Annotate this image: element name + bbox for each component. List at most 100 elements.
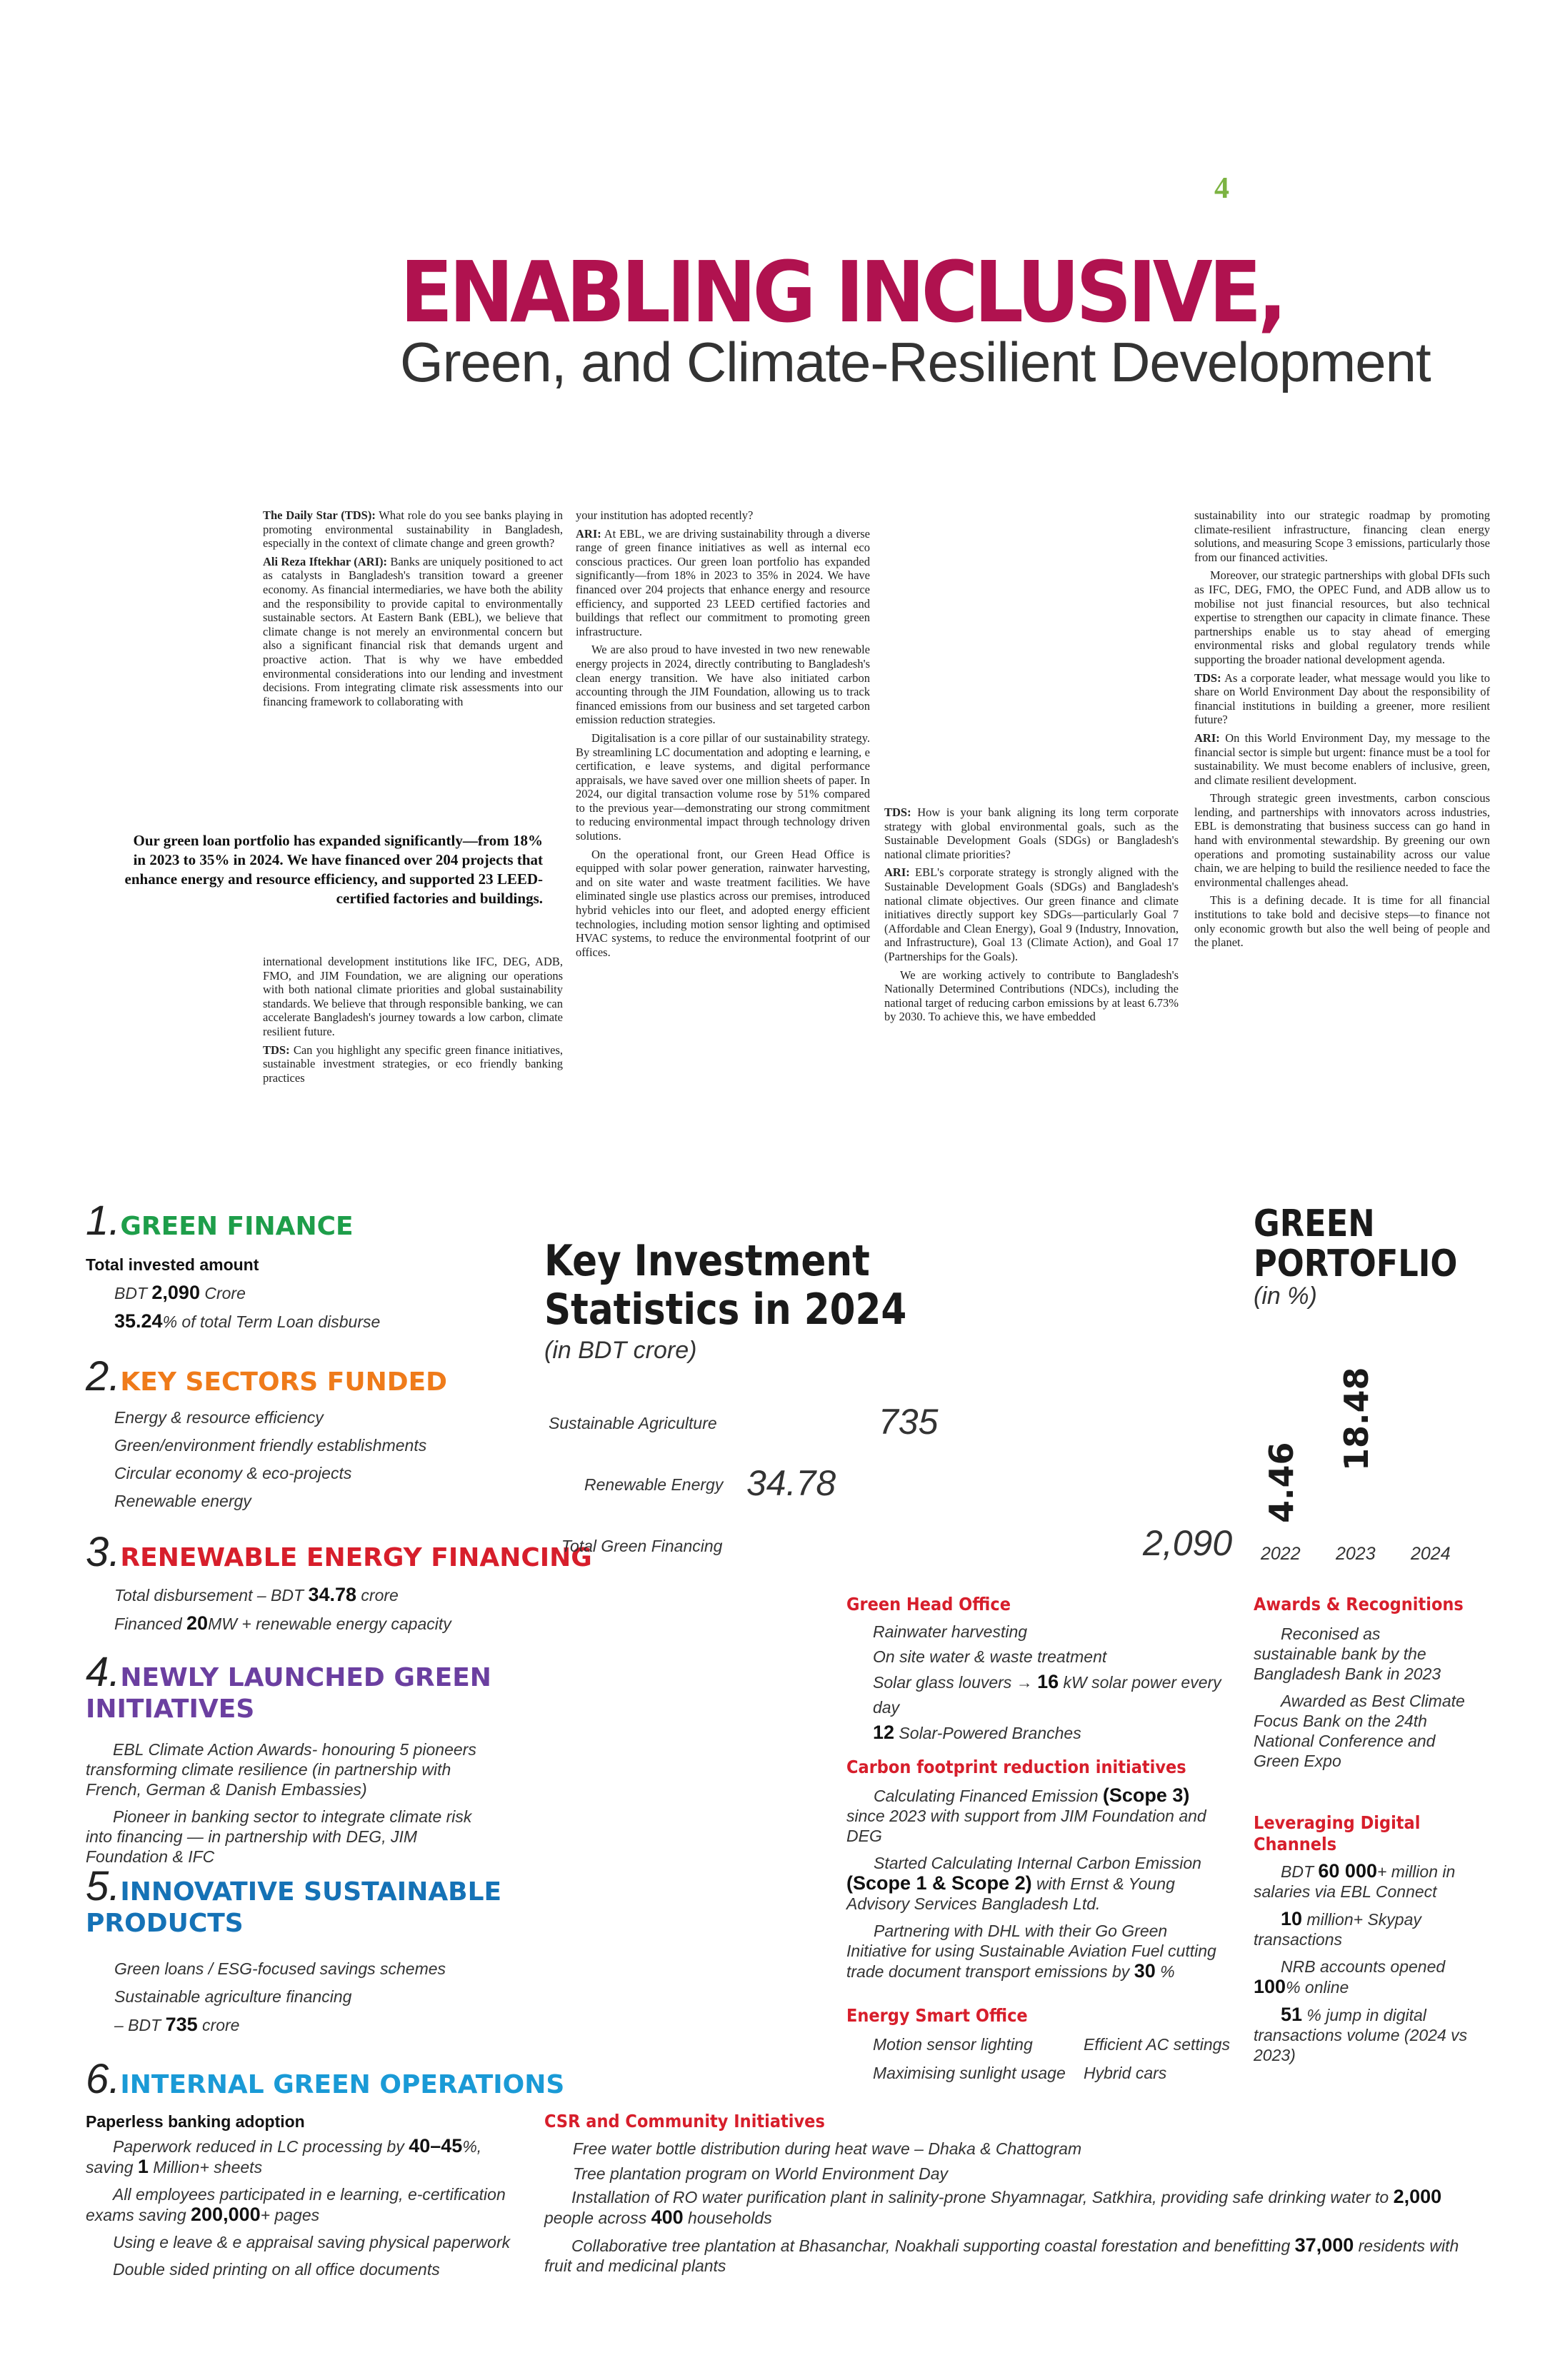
digital-heading: Leveraging Digital Channels: [1254, 1812, 1421, 1854]
awards-heading: Awards & Recognitions: [1254, 1594, 1464, 1615]
list-item: Pioneer in banking sector to integrate c…: [86, 1807, 472, 1866]
pull-quote: Our green loan portfolio has expanded si…: [124, 832, 543, 907]
interview-column-4: sustainability into our strategic roadma…: [1194, 508, 1490, 954]
chart-tick-label: 2023: [1336, 1544, 1376, 1564]
interview-paragraph: ARI: On this World Environment Day, my m…: [1194, 731, 1490, 787]
interview-paragraph: TDS: Can you highlight any specific gree…: [263, 1043, 563, 1085]
page-subtitle: Green, and Climate-Resilient Development: [400, 331, 1431, 393]
awards-body: Reconised as sustainable bank by the Ban…: [1254, 1624, 1468, 1778]
list-item: Renewable energy: [114, 1492, 251, 1510]
interview-column-1: The Daily Star (TDS): What role do you s…: [263, 508, 563, 713]
section-number: 6.: [86, 2056, 121, 2102]
section-internal-ops-heading: 6.INTERNAL GREEN OPERATIONS: [86, 2059, 565, 2101]
interview-paragraph: The Daily Star (TDS): What role do you s…: [263, 508, 563, 551]
list-item: 10 million+ Skypay transactions: [1254, 1908, 1421, 1949]
interview-paragraph: Digitalisation is a core pillar of our s…: [576, 731, 870, 843]
key-stats-subtitle: (in BDT crore): [544, 1337, 697, 1364]
interview-paragraph: On the operational front, our Green Head…: [576, 848, 870, 960]
page-number: 4: [1214, 172, 1229, 205]
list-item: 35.24% of total Term Loan disburse: [114, 1310, 381, 1332]
paragraph-text: EBL's corporate strategy is strongly ali…: [884, 865, 1179, 963]
chart-title: GREEN PORTOFLIO: [1254, 1202, 1458, 1285]
section-new-initiatives-heading: 4.NEWLY LAUNCHED GREEN INITIATIVES: [86, 1652, 491, 1725]
paragraph-text: Digitalisation is a core pillar of our s…: [576, 730, 870, 843]
paragraph-text: This is a defining decade. It is time fo…: [1194, 893, 1490, 950]
list-item: Calculating Financed Emission (Scope 3) …: [846, 1784, 1206, 1845]
page-title: ENABLING INCLUSIVE,: [400, 243, 1287, 341]
section-renewable-body: Total disbursement – BDT 34.78 crore Fin…: [86, 1581, 514, 1638]
list-item: Green loans / ESG-focused savings scheme…: [114, 1959, 446, 1978]
list-item: 12 Solar-Powered Branches: [873, 1722, 1081, 1743]
list-item: Sustainable agriculture financing: [114, 1987, 352, 2006]
list-item: 51 % jump in digital transactions volume…: [1254, 2004, 1468, 2064]
interview-paragraph: international development institutions l…: [263, 955, 563, 1039]
speaker-label: TDS:: [1194, 671, 1221, 685]
green-head-office-heading: Green Head Office: [846, 1594, 1011, 1615]
section-renewable-heading: 3.RENEWABLE ENERGY FINANCING: [86, 1532, 592, 1574]
interview-paragraph: Moreover, our strategic partnerships wit…: [1194, 568, 1490, 666]
digital-body: BDT 60 000+ million in salaries via EBL …: [1254, 1861, 1468, 2072]
section-number: 2.: [86, 1353, 121, 1400]
list-item: All employees participated in e learning…: [86, 2185, 506, 2225]
paragraph-text: At EBL, we are driving sustainability th…: [576, 526, 870, 638]
list-item: Installation of RO water purification pl…: [544, 2186, 1442, 2228]
interview-paragraph: sustainability into our strategic roadma…: [1194, 508, 1490, 564]
chart-tick-label: 2022: [1261, 1544, 1301, 1564]
paragraph-text: We are also proud to have invested in tw…: [576, 643, 870, 727]
energy-smart-heading: Energy Smart Office: [846, 2005, 1028, 2026]
section-title: INTERNAL GREEN OPERATIONS: [120, 2070, 565, 2099]
list-item: Started Calculating Internal Carbon Emis…: [846, 1854, 1201, 1913]
key-stats-title: Key Investment Statistics in 2024: [544, 1236, 907, 1335]
list-item: Energy & resource efficiency: [114, 1408, 324, 1427]
speaker-label: The Daily Star (TDS):: [263, 508, 376, 522]
list-item: – BDT 735 crore: [114, 2014, 240, 2035]
list-item: Maximising sunlight usage: [873, 2064, 1066, 2082]
section-products-body: Green loans / ESG-focused savings scheme…: [86, 1955, 486, 2039]
paragraph-text: On the operational front, our Green Head…: [576, 847, 870, 959]
list-item: Green/environment friendly establishment…: [114, 1436, 427, 1455]
paragraph-text: your institution has adopted recently?: [576, 508, 754, 522]
list-item: Reconised as sustainable bank by the Ban…: [1254, 1625, 1441, 1683]
chart-tick-label: 2024: [1411, 1544, 1451, 1564]
paragraph-text: sustainability into our strategic roadma…: [1194, 508, 1490, 564]
section-title-cont: INITIATIVES: [86, 1694, 255, 1724]
paragraph-text: international development institutions l…: [263, 955, 563, 1038]
section-subheading: Paperless banking adoption: [86, 2112, 305, 2131]
interview-paragraph: We are also proud to have invested in tw…: [576, 643, 870, 727]
list-item: Partnering with DHL with their Go Green …: [846, 1922, 1216, 1982]
list-item: NRB accounts opened 100% online: [1254, 1957, 1446, 1997]
key-stats-label: Sustainable Agriculture: [549, 1414, 717, 1432]
interview-column-1b: international development institutions l…: [263, 955, 563, 1089]
list-item: Motion sensor lighting: [873, 2035, 1033, 2054]
paragraph-text: Through strategic green investments, car…: [1194, 791, 1490, 889]
paragraph-text: As a corporate leader, what message woul…: [1194, 671, 1490, 727]
key-stats-label: Renewable Energy: [584, 1475, 724, 1494]
list-item: Double sided printing on all office docu…: [113, 2260, 440, 2279]
paragraph-text: How is your bank aligning its long term …: [884, 805, 1179, 861]
interview-paragraph: Through strategic green investments, car…: [1194, 791, 1490, 889]
section-title: NEWLY LAUNCHED GREEN: [120, 1663, 491, 1692]
interview-paragraph: your institution has adopted recently?: [576, 508, 870, 523]
interview-paragraph: This is a defining decade. It is time fo…: [1194, 893, 1490, 949]
list-item: Hybrid cars: [1084, 2064, 1167, 2082]
list-item: Free water bottle distribution during he…: [573, 2139, 1082, 2158]
list-item: Solar glass louvers → 16 kW solar power …: [873, 1671, 1221, 1717]
key-stats-value: 2,090: [1143, 1523, 1233, 1563]
list-item: Paperwork reduced in LC processing by 40…: [86, 2135, 482, 2177]
carbon-body: Calculating Financed Emission (Scope 3) …: [846, 1785, 1218, 1989]
list-item: Tree plantation program on World Environ…: [573, 2164, 948, 2183]
interview-paragraph: ARI: At EBL, we are driving sustainabili…: [576, 527, 870, 639]
list-item: Circular economy & eco-projects: [114, 1464, 352, 1482]
section-number: 4.: [86, 1649, 121, 1695]
list-item: EBL Climate Action Awards- honouring 5 p…: [86, 1740, 476, 1799]
section-number: 1.: [86, 1197, 121, 1244]
list-item: Total disbursement – BDT 34.78 crore: [114, 1584, 399, 1605]
section-title: GREEN FINANCE: [120, 1212, 354, 1241]
interview-paragraph: We are working actively to contribute to…: [884, 968, 1179, 1024]
list-item: Rainwater harvesting: [873, 1622, 1028, 1641]
interview-paragraph: TDS: How is your bank aligning its long …: [884, 805, 1179, 861]
list-item: Financed 20MW + renewable energy capacit…: [114, 1612, 451, 1634]
section-subheading: Total invested amount: [86, 1255, 259, 1274]
section-title-cont: PRODUCTS: [86, 1909, 244, 1938]
list-item: Awarded as Best Climate Focus Bank on th…: [1254, 1692, 1465, 1770]
